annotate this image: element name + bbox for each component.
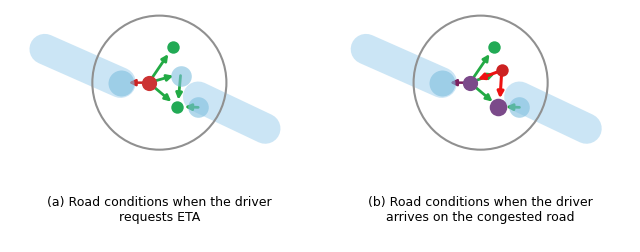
Point bbox=[143, 81, 154, 85]
Text: (b) Road conditions when the driver
arrives on the congested road: (b) Road conditions when the driver arri… bbox=[368, 196, 593, 224]
Point bbox=[489, 45, 499, 49]
Point bbox=[493, 105, 504, 109]
Point bbox=[168, 45, 178, 49]
Point bbox=[175, 74, 186, 78]
Point bbox=[515, 105, 525, 109]
Point bbox=[497, 68, 507, 72]
Point bbox=[172, 105, 182, 109]
Point bbox=[436, 81, 447, 85]
Point bbox=[465, 81, 475, 85]
Text: (a) Road conditions when the driver
requests ETA: (a) Road conditions when the driver requ… bbox=[47, 196, 272, 224]
Point bbox=[193, 105, 204, 109]
Point bbox=[115, 81, 125, 85]
